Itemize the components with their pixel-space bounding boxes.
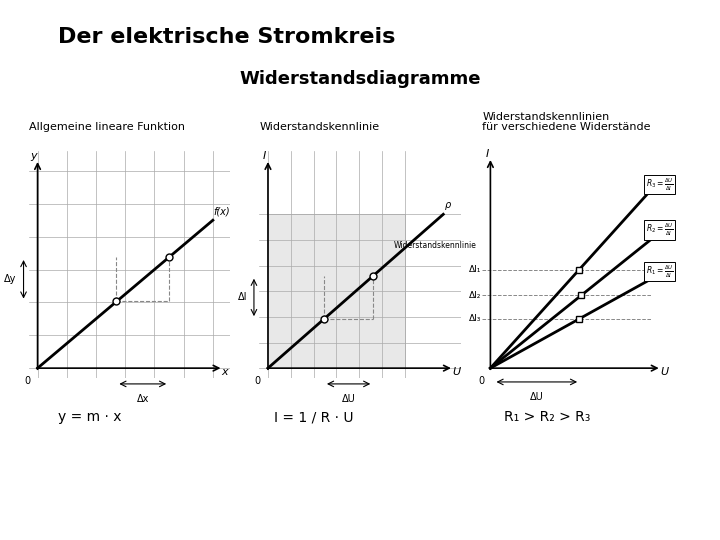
Text: I: I <box>263 151 266 161</box>
Text: Widerstandskennlinien: Widerstandskennlinien <box>482 111 610 122</box>
Text: $R_2=\frac{\Delta U}{\Delta I}$: $R_2=\frac{\Delta U}{\Delta I}$ <box>646 222 673 238</box>
Text: U: U <box>660 367 668 377</box>
Text: y: y <box>31 151 37 161</box>
Text: Widerstandsdiagramme: Widerstandsdiagramme <box>239 70 481 88</box>
Text: Der elektrische Stromkreis: Der elektrische Stromkreis <box>58 27 395 47</box>
Text: I = 1 / R · U: I = 1 / R · U <box>274 410 353 424</box>
Text: ΔI₂: ΔI₂ <box>469 291 481 300</box>
Text: R₁ > R₂ > R₃: R₁ > R₂ > R₃ <box>504 410 590 424</box>
Bar <box>268 214 405 368</box>
Text: Widerstandskennlinie: Widerstandskennlinie <box>259 122 379 132</box>
Text: Δx: Δx <box>137 394 149 404</box>
Text: für verschiedene Widerstände: für verschiedene Widerstände <box>482 122 651 132</box>
Text: ΔI₃: ΔI₃ <box>469 314 481 323</box>
Text: 0: 0 <box>24 376 30 386</box>
Text: Allgemeine lineare Funktion: Allgemeine lineare Funktion <box>29 122 185 132</box>
Text: Δy: Δy <box>4 274 17 284</box>
Text: U: U <box>452 367 460 377</box>
Text: I: I <box>485 149 489 159</box>
Text: ΔI₁: ΔI₁ <box>469 265 481 274</box>
Text: 0: 0 <box>255 376 261 386</box>
Text: $R_1=\frac{\Delta U}{\Delta I}$: $R_1=\frac{\Delta U}{\Delta I}$ <box>646 264 673 280</box>
Text: Widerstandskennlinie: Widerstandskennlinie <box>394 241 477 250</box>
Text: $R_3=\frac{\Delta U}{\Delta I}$: $R_3=\frac{\Delta U}{\Delta I}$ <box>646 177 673 193</box>
Text: y = m · x: y = m · x <box>58 410 121 424</box>
Text: ρ: ρ <box>445 200 451 211</box>
Text: ΔU: ΔU <box>342 394 356 404</box>
Text: 0: 0 <box>478 376 484 386</box>
Text: f(x): f(x) <box>213 206 230 217</box>
Text: ΔU: ΔU <box>530 392 544 402</box>
Text: ΔI: ΔI <box>238 293 247 302</box>
Text: x: x <box>222 367 228 377</box>
